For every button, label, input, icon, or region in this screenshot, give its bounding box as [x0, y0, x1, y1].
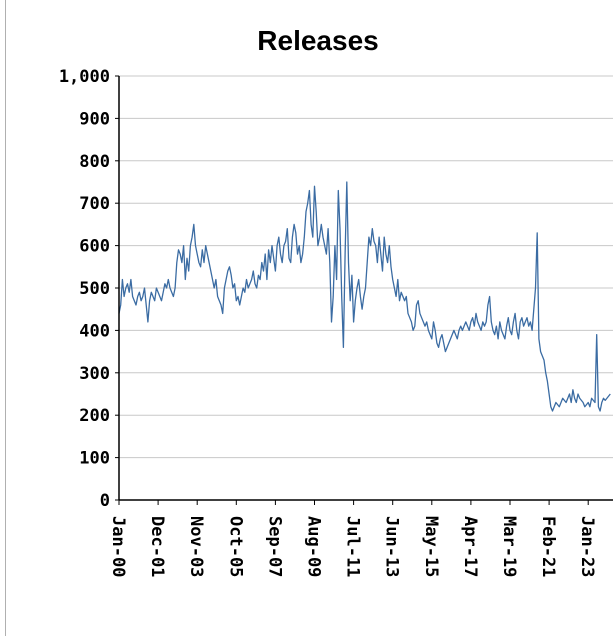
grid	[119, 75, 613, 459]
y-tick-label: 1,000	[59, 67, 110, 87]
x-tick-label: Nov-03	[186, 516, 206, 577]
x-tick-label: Apr-17	[460, 516, 480, 577]
y-tick-label: 500	[79, 279, 110, 299]
chart-title: Releases	[257, 25, 378, 56]
y-tick-label: 800	[79, 152, 110, 172]
y-tick-label: 300	[79, 364, 110, 384]
x-tick-label: Oct-05	[225, 516, 245, 577]
y-tick-label: 100	[79, 449, 110, 469]
y-tick-label: 400	[79, 321, 110, 341]
y-tick-label: 600	[79, 237, 110, 257]
data-line	[118, 181, 611, 412]
y-tick-label: 700	[79, 194, 110, 214]
y-tick-label: 200	[79, 406, 110, 426]
x-tick-label: Dec-01	[147, 516, 167, 577]
x-tick-label: Sep-07	[264, 516, 284, 577]
y-tick-label: 0	[100, 491, 110, 511]
x-tick-label: Jul-11	[343, 516, 363, 577]
x-tick-label: Jan-23	[577, 516, 597, 577]
axes: 0 100 200 300 400 500 600 700 800 900 1,000 Jan-00 D…	[59, 67, 613, 577]
plot	[118, 181, 611, 412]
x-tick-label: Mar-19	[499, 516, 519, 577]
x-tick-label: Aug-09	[304, 516, 324, 577]
x-tick-label: May-15	[421, 516, 441, 577]
x-tick-label: Feb-21	[538, 516, 558, 577]
x-tick-label: Jun-13	[382, 516, 402, 577]
y-tick-label: 900	[79, 109, 110, 129]
x-tick-label: Jan-00	[108, 516, 128, 577]
